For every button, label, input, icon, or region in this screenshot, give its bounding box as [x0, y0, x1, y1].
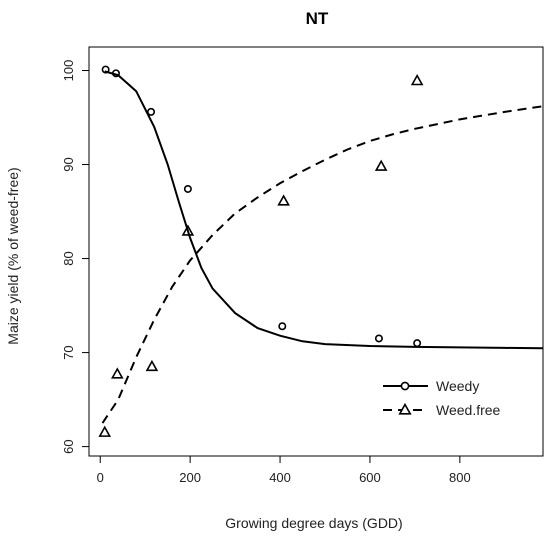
data-point-weedy	[101, 65, 110, 74]
y-tick-label: 90	[61, 157, 76, 171]
data-points	[98, 65, 424, 437]
data-point-weedy	[111, 69, 120, 78]
x-tick-label: 200	[179, 470, 201, 485]
data-point-weedy	[413, 339, 422, 348]
x-tick-label: 400	[269, 470, 291, 485]
x-tick-label: 800	[449, 470, 471, 485]
legend-marker-triangle	[398, 402, 412, 415]
data-point-weed-free	[277, 194, 290, 206]
plot-frame	[88, 46, 544, 457]
legend: Weedy Weed.free	[383, 378, 501, 418]
data-point-weedy	[147, 107, 156, 116]
y-tick-label: 100	[61, 60, 76, 82]
legend-marker-circle	[400, 381, 410, 391]
fitted-curve-weedy	[104, 70, 544, 350]
y-tick-label: 80	[61, 251, 76, 265]
fitted-curves	[101, 70, 544, 424]
data-point-weed-free	[98, 425, 112, 437]
fitted-curve-weed-free	[101, 105, 544, 424]
y-axis-label: Maize yield (% of weed-free)	[5, 167, 21, 344]
data-point-weedy	[183, 184, 192, 193]
data-point-weedy	[278, 322, 287, 331]
x-tick-label: 0	[97, 470, 104, 485]
data-point-weed-free	[410, 74, 424, 86]
y-tick-label: 60	[61, 439, 76, 453]
x-tick-label: 600	[359, 470, 381, 485]
y-tick-label: 70	[61, 345, 76, 359]
data-point-weed-free	[374, 159, 388, 171]
legend-label: Weedy	[436, 378, 479, 394]
chart-title: NT	[306, 9, 329, 28]
data-point-weed-free	[111, 367, 124, 379]
data-point-weedy	[374, 334, 383, 343]
y-axis: 60 70 80 90 100	[61, 60, 90, 454]
x-axis-label: Growing degree days (GDD)	[225, 515, 402, 531]
data-point-weed-free	[181, 224, 195, 236]
x-axis: 0 200 400 600 800	[97, 455, 471, 485]
legend-label: Weed.free	[436, 402, 501, 418]
data-point-weed-free	[145, 359, 159, 372]
